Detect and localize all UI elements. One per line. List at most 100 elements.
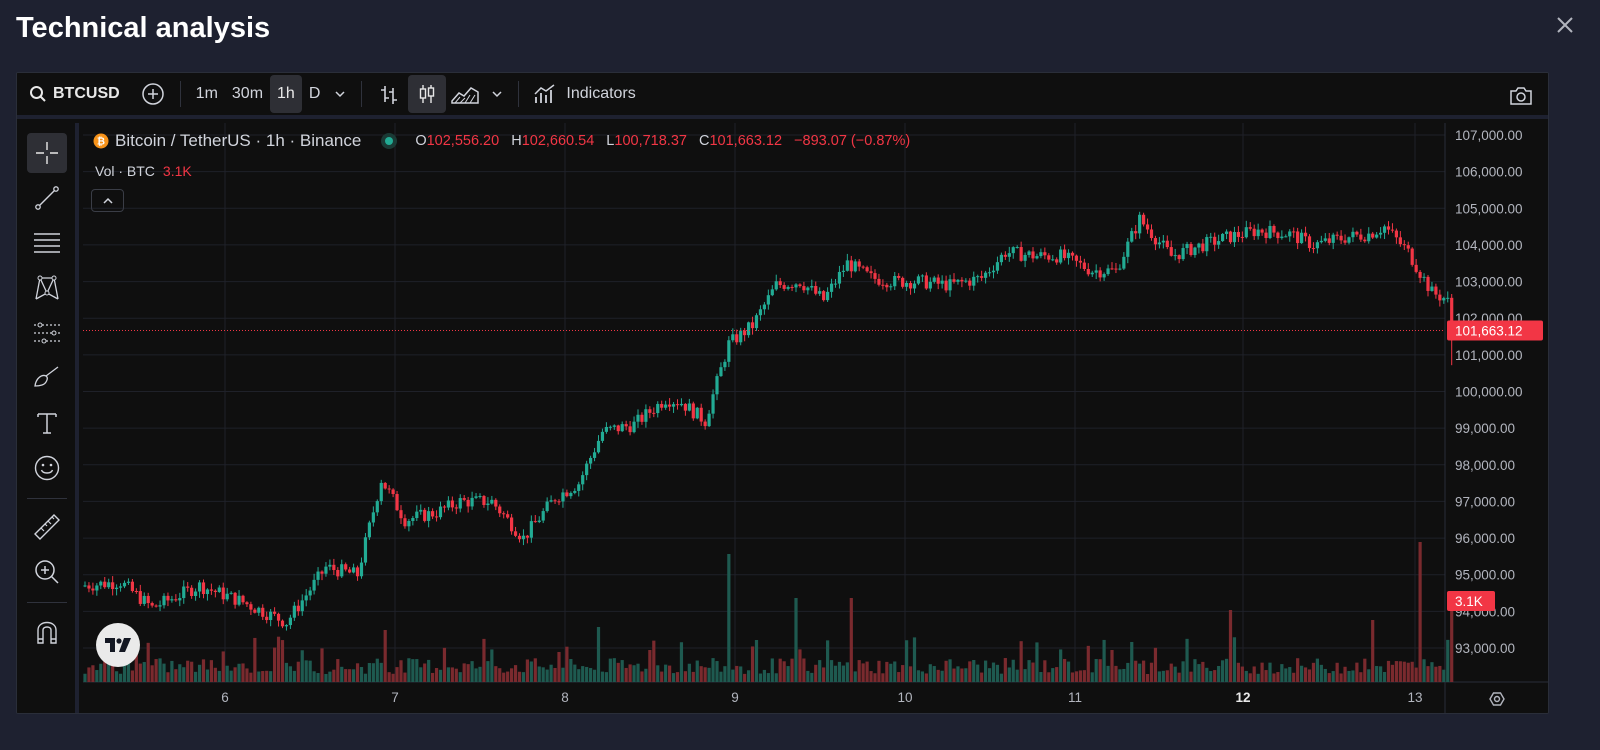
- candle-body: [419, 509, 423, 512]
- volume-bar: [320, 648, 324, 682]
- volume-bar: [513, 665, 518, 682]
- volume-bar: [1086, 645, 1090, 682]
- candle-body: [399, 510, 403, 519]
- candles-button[interactable]: [408, 75, 447, 113]
- volume-bar: [1122, 668, 1126, 682]
- candle-body: [940, 280, 944, 284]
- candle-body: [703, 421, 707, 427]
- candle-body: [395, 494, 399, 511]
- tradingview-logo[interactable]: [96, 623, 140, 667]
- indicators-button[interactable]: Indicators: [527, 75, 641, 113]
- volume-bar: [1110, 649, 1114, 682]
- candle-body: [348, 569, 352, 573]
- candle-body: [478, 496, 482, 498]
- zoom-tool[interactable]: [27, 552, 67, 592]
- snapshot-button[interactable]: [1502, 77, 1540, 115]
- candle-body: [1161, 240, 1165, 243]
- prediction-icon: [34, 322, 60, 344]
- volume-bar: [312, 671, 316, 682]
- candle-body: [1201, 243, 1205, 252]
- interval-1m[interactable]: 1m: [195, 85, 218, 102]
- candle-body: [687, 403, 691, 411]
- close-button[interactable]: [1550, 10, 1580, 40]
- volume-bar: [1323, 668, 1327, 682]
- candle-body: [324, 566, 328, 574]
- candle-body: [758, 309, 763, 316]
- collapse-legend-button[interactable]: [91, 189, 124, 212]
- ruler-tool[interactable]: [27, 507, 67, 547]
- interval-1h[interactable]: 1h: [270, 75, 302, 113]
- chart-background: [83, 123, 1548, 713]
- volume-bar: [881, 673, 885, 682]
- volume-bar: [87, 667, 91, 682]
- volume-bar: [533, 658, 537, 682]
- volume-bar: [897, 672, 901, 682]
- chart-pane[interactable]: 107,000.00 106,000.00 105,000.00 104,000.00…: [83, 123, 1549, 714]
- volume-bar: [932, 666, 936, 682]
- symbol-search[interactable]: BTCUSD: [29, 75, 134, 113]
- candle-body: [510, 517, 514, 532]
- fib-tool[interactable]: [27, 223, 67, 263]
- interval-dropdown[interactable]: [327, 75, 353, 113]
- candle-body: [134, 591, 138, 593]
- pattern-tool[interactable]: [27, 268, 67, 308]
- candle-body: [952, 279, 956, 282]
- crosshair-tool[interactable]: [27, 133, 67, 173]
- market-status-icon[interactable]: [379, 131, 399, 151]
- candle-body: [1145, 224, 1150, 230]
- magnet-tool[interactable]: [27, 612, 67, 652]
- volume-bar: [675, 672, 680, 682]
- candle-body: [932, 277, 936, 282]
- candle-body: [1398, 237, 1402, 245]
- candlestick-chart[interactable]: 107,000.00 106,000.00 105,000.00 104,000.00…: [83, 123, 1549, 714]
- candle-body: [1264, 232, 1268, 238]
- candle-body: [893, 275, 897, 287]
- last-volume-label: 3.1K: [1455, 594, 1483, 609]
- volume-bar: [1181, 661, 1185, 682]
- volume-bar: [276, 636, 281, 682]
- volume-bar: [1228, 610, 1233, 682]
- candle-body: [671, 404, 676, 407]
- emoji-tool[interactable]: [27, 448, 67, 488]
- volume-bar: [1043, 660, 1047, 682]
- candle-body: [529, 521, 533, 538]
- volume-bar: [474, 668, 478, 682]
- volume-bar: [103, 659, 107, 682]
- candle-body: [1173, 255, 1177, 257]
- text-tool[interactable]: [27, 403, 67, 443]
- volume-bar: [237, 663, 241, 682]
- candle-body: [1371, 233, 1375, 238]
- candle-body: [869, 271, 873, 274]
- volume-bar: [91, 665, 95, 682]
- interval-30m[interactable]: 30m: [231, 85, 264, 102]
- text-icon: [37, 413, 57, 434]
- bar-chart-type-button[interactable]: [370, 75, 408, 113]
- price-axis-label: 107,000.00: [1455, 128, 1523, 143]
- compare-button[interactable]: [134, 75, 172, 113]
- volume-bar: [865, 661, 869, 682]
- chart-type-dropdown[interactable]: [484, 75, 510, 113]
- chart-type-bars-icon: [381, 86, 398, 104]
- candle-body: [976, 276, 980, 278]
- area-chart-button[interactable]: [446, 75, 484, 113]
- chevron-up-icon: [102, 197, 113, 204]
- trend-line-tool[interactable]: [27, 178, 67, 218]
- volume-bar: [1066, 661, 1071, 682]
- candle-body: [1256, 229, 1260, 237]
- candle-body: [1031, 251, 1035, 259]
- candle-body: [644, 409, 648, 422]
- candle-body: [739, 330, 743, 343]
- brush-tool[interactable]: [27, 358, 67, 398]
- volume-bar: [798, 649, 802, 682]
- volume-bar: [1201, 661, 1205, 682]
- interval-d[interactable]: D: [308, 85, 321, 102]
- settings-icon[interactable]: [1489, 692, 1505, 706]
- volume-bar: [640, 671, 644, 682]
- candle-body: [723, 361, 727, 368]
- prediction-tool[interactable]: [27, 313, 67, 353]
- volume-legend: Vol · BTC 3.1K: [95, 163, 192, 179]
- candle-body: [972, 276, 976, 286]
- candle-body: [865, 267, 869, 272]
- volume-bar: [972, 660, 976, 682]
- volume-bar: [719, 671, 723, 682]
